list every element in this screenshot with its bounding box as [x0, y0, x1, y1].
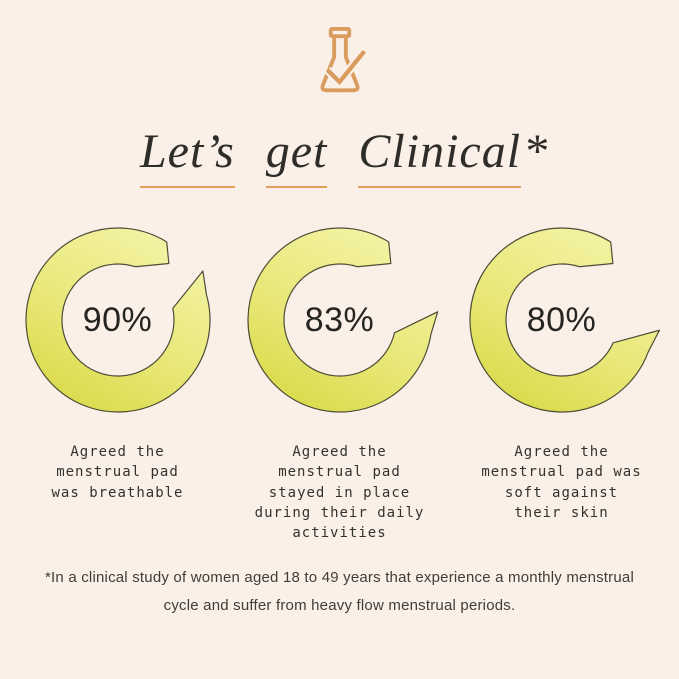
donut-chart-3: 80% [462, 220, 662, 420]
caption-line: during their daily [254, 504, 425, 521]
header-icon-wrap [0, 26, 679, 100]
chart-caption-3: Agreed the menstrual pad was soft against t… [481, 442, 641, 523]
donut-chart-1: 90% [18, 220, 218, 420]
chart-stayed-in-place: 83% Agreed the menstrual pad stayed in pla… [234, 220, 446, 543]
title-word-1: Let’s [139, 124, 235, 188]
title-word-3: Clinical [358, 124, 522, 188]
title-word-2: get [265, 124, 328, 188]
flask-check-icon [319, 26, 368, 93]
donut-ring-segment [246, 227, 438, 413]
chart-caption-2: Agreed the menstrual pad stayed in place du… [255, 442, 425, 543]
caption-line: activities [292, 525, 387, 542]
percent-label-2: 83% [304, 300, 375, 339]
caption-line: soft against [504, 484, 619, 501]
caption-line: their skin [514, 504, 609, 521]
chart-soft-skin: 80% Agreed the menstrual pad was soft agai… [456, 220, 668, 543]
caption-line: stayed in place [268, 484, 411, 501]
caption-line: was breathable [51, 484, 184, 501]
donut-ring-1 [24, 227, 211, 413]
donut-ring-3 [468, 227, 660, 413]
caption-line: Agreed the [292, 444, 387, 460]
title-asterisk: * [523, 125, 549, 178]
footnote: *In a clinical study of women aged 18 to… [45, 569, 634, 614]
charts-row: 90% Agreed the menstrual pad was breathabl… [0, 220, 679, 543]
caption-line: menstrual pad was [481, 464, 642, 481]
chart-caption-1: Agreed the menstrual pad was breathable [51, 442, 183, 503]
caption-line: Agreed the [70, 444, 165, 460]
caption-line: menstrual pad [278, 464, 401, 481]
page-title: Let’s get Clinical* [0, 124, 679, 188]
donut-ring-2 [246, 227, 438, 413]
chart-breathable: 90% Agreed the menstrual pad was breathabl… [12, 220, 224, 543]
donut-chart-2: 83% [240, 220, 440, 420]
percent-label-1: 90% [82, 300, 153, 339]
caption-line: Agreed the [514, 444, 609, 460]
donut-ring-segment [468, 227, 660, 413]
percent-label-3: 80% [526, 300, 597, 339]
donut-ring-segment [24, 227, 211, 413]
caption-line: menstrual pad [56, 464, 179, 481]
